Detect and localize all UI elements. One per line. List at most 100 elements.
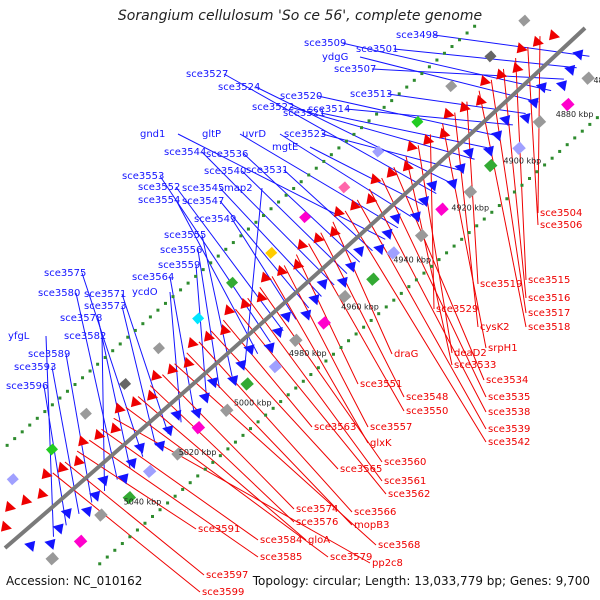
gene-label-sce3562: sce3562 xyxy=(388,489,430,500)
leader-line xyxy=(442,123,487,349)
leader-line xyxy=(259,287,383,463)
leader-line xyxy=(239,133,399,229)
tick-dot xyxy=(98,562,102,566)
tick-dot xyxy=(163,301,167,305)
tick-dot xyxy=(475,224,479,228)
forward-gene-arrow xyxy=(117,473,129,485)
gene-label-map2: map2 xyxy=(224,183,253,194)
leader-line xyxy=(387,93,526,114)
gene-label-glxk: glxK xyxy=(370,438,392,449)
tick-dot xyxy=(13,437,17,441)
leader-line xyxy=(283,169,373,252)
tick-dot xyxy=(420,72,424,76)
forward-gene-arrow xyxy=(555,80,567,92)
gene-label-sce3599: sce3599 xyxy=(202,587,244,598)
tick-dot xyxy=(166,501,170,505)
reverse-gene-arrow xyxy=(256,291,268,303)
gene-label-sce3547: sce3547 xyxy=(182,196,224,207)
leader-line xyxy=(101,428,259,541)
leader-line xyxy=(454,112,479,328)
forward-gene-arrow xyxy=(417,195,429,207)
tick-dot xyxy=(50,403,54,407)
forward-gene-arrow xyxy=(60,508,72,520)
feature-block xyxy=(317,316,331,330)
tick-dot xyxy=(43,410,47,414)
reverse-gene-arrow xyxy=(297,238,309,250)
feature-block xyxy=(152,342,165,355)
reverse-gene-arrow xyxy=(366,193,378,205)
tick-dot xyxy=(309,373,313,377)
forward-gene-arrow xyxy=(243,344,255,356)
tick-dot xyxy=(422,271,426,275)
tick-dot xyxy=(126,335,130,339)
feature-block xyxy=(226,276,239,289)
gene-label-sce3545: sce3545 xyxy=(182,183,224,194)
gene-label-sce3556: sce3556 xyxy=(160,245,202,256)
leader-line xyxy=(289,106,475,160)
reverse-gene-arrow xyxy=(277,265,289,277)
gene-label-sce3589: sce3589 xyxy=(28,349,70,360)
forward-gene-arrow xyxy=(564,64,576,76)
backbone-line xyxy=(3,26,587,550)
reverse-gene-arrow xyxy=(187,337,199,349)
leader-line xyxy=(219,187,322,297)
forward-gene-arrow xyxy=(389,213,401,225)
leader-line xyxy=(222,319,313,428)
gene-label-sce3559: sce3559 xyxy=(158,260,200,271)
tick-dot xyxy=(465,31,469,35)
topology-summary: Topology: circular; Length: 13,033,779 b… xyxy=(252,574,590,588)
gene-label-sce3527: sce3527 xyxy=(186,69,228,80)
reverse-gene-arrow xyxy=(147,389,159,401)
tick-dot xyxy=(535,170,539,174)
leader-line xyxy=(359,56,539,103)
tick-dot xyxy=(171,295,175,299)
tick-dot xyxy=(264,413,268,417)
gene-label-pp2c8: pp2c8 xyxy=(372,558,403,569)
leader-line xyxy=(175,199,259,354)
gene-label-sce3566: sce3566 xyxy=(354,507,396,518)
reverse-gene-arrow xyxy=(549,29,561,41)
feature-block xyxy=(338,181,351,194)
gene-label-sce3591: sce3591 xyxy=(198,524,240,535)
tick-dot xyxy=(558,149,562,153)
tick-dot xyxy=(141,322,145,326)
feature-block xyxy=(366,272,380,286)
reverse-gene-arrow xyxy=(5,500,17,512)
feature-block xyxy=(581,71,595,85)
tick-dot xyxy=(382,105,386,109)
gene-label-mopb3: mopB3 xyxy=(354,520,389,531)
gene-label-sce3520: sce3520 xyxy=(280,91,322,102)
tick-dot xyxy=(362,325,366,329)
leader-line xyxy=(198,341,353,513)
feature-block xyxy=(94,508,108,522)
map-title: Sorangium cellulosum 'So ce 56', complet… xyxy=(117,8,483,24)
tick-dot xyxy=(151,514,155,518)
forward-gene-arrow xyxy=(235,359,247,371)
leader-line xyxy=(321,133,462,172)
tick-dot xyxy=(224,247,228,251)
gene-label-sce3554: sce3554 xyxy=(138,195,180,206)
forward-gene-arrow xyxy=(353,246,365,258)
reverse-gene-arrow xyxy=(423,134,435,146)
forward-gene-arrow xyxy=(482,145,494,157)
tick-dot xyxy=(156,308,160,312)
leader-line xyxy=(241,170,348,274)
kbp-label: 5040 kbp xyxy=(124,497,162,506)
leader-line xyxy=(271,276,369,444)
tick-dot xyxy=(377,312,381,316)
tick-dot xyxy=(20,430,24,434)
leader-line xyxy=(113,417,371,564)
tick-dot xyxy=(384,305,388,309)
reverse-gene-arrow xyxy=(329,225,341,237)
forward-gene-arrow xyxy=(52,523,64,535)
tick-dot xyxy=(218,454,222,458)
tick-dot xyxy=(352,132,356,136)
gene-label-sce3560: sce3560 xyxy=(384,457,426,468)
tick-dot xyxy=(284,193,288,197)
leader-line xyxy=(210,330,339,470)
tick-dot xyxy=(203,467,207,471)
reverse-gene-arrow xyxy=(203,330,215,342)
tick-dot xyxy=(226,447,230,451)
tick-dot xyxy=(392,298,396,302)
